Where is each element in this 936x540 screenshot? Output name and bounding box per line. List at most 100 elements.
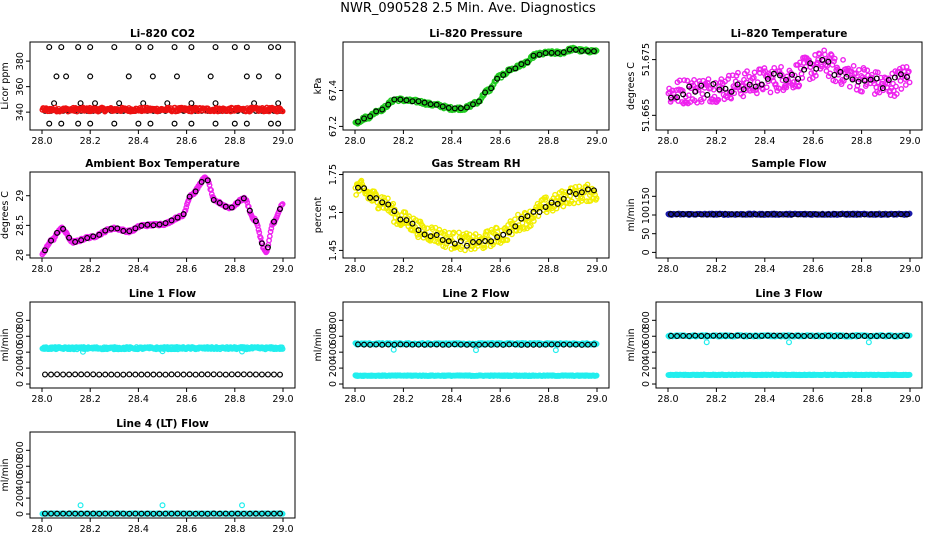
data-point [578,341,585,348]
data-point [861,66,868,73]
data-point [530,208,537,215]
chart-title: Ambient Box Temperature [85,158,240,170]
data-point [813,333,820,340]
data-point [782,211,789,218]
x-tick-label: 28.0 [344,264,365,275]
data-point [710,86,717,93]
data-point [60,225,67,232]
data-point [855,211,862,218]
x-tick-label: 29.0 [586,394,607,405]
plot-area [665,47,913,107]
data-point [391,341,398,348]
outlier-point [212,44,219,51]
chart-pressure: Li–820 Pressure kPa 28.0 28.2 28.4 28.6 28.8 29… [313,28,610,147]
data-point [783,84,790,91]
x-tick-label: 28.0 [657,136,678,147]
data-point [715,96,722,103]
data-point [536,208,543,215]
data-point [234,371,241,378]
x-tick-label: 28.8 [224,264,245,275]
plot-area [352,44,600,127]
outlier-point [75,44,82,51]
data-point [279,108,286,115]
data-point [451,341,458,348]
data-point [874,69,881,76]
x-tick-label: 29.0 [272,136,293,147]
data-point [361,341,368,348]
data-point [897,211,904,218]
data-point [126,371,133,378]
data-point [228,371,235,378]
data-point [373,195,380,202]
data-point [42,247,49,254]
data-point [543,209,550,216]
data-point [397,341,404,348]
data-point [867,211,874,218]
plot-frame [29,171,296,259]
chart-temp: Li–820 Temperature degrees C 28.0 28.2 28.4 2… [626,28,923,147]
x-tick-label: 28.2 [706,136,727,147]
data-point [795,75,802,82]
y-tick-label: 200 [641,359,652,377]
data-point [183,204,190,211]
data-point [367,341,374,348]
data-point [150,371,157,378]
data-point [806,57,812,64]
data-point [905,68,912,75]
data-point [692,332,699,339]
data-point [222,371,229,378]
outlier-point [75,120,82,127]
data-point [542,341,549,348]
data-point [168,217,175,224]
chart-title: Li–820 CO2 [130,28,195,40]
data-point [102,227,109,234]
plot-frame [342,171,610,259]
chart-line2: Line 2 Flow ml/min 28.0 28.2 28.4 28.6 28.8 29.… [313,288,610,405]
data-point [266,233,273,240]
data-point [752,332,759,339]
outlier-point [243,120,250,127]
data-point [367,194,374,201]
x-tick-label: 28.0 [31,264,52,275]
data-point [433,101,440,108]
chart-title: Line 3 Flow [755,288,822,300]
data-point [132,225,139,232]
plot-area [39,502,286,517]
data-point [397,96,404,103]
data-point [705,76,712,83]
plot-area [665,210,913,218]
y-tick-label: 200 [328,359,339,377]
data-point [391,96,398,103]
data-point [42,371,49,378]
data-point [445,104,452,111]
data-point [451,240,458,247]
data-point [801,333,808,340]
x-tick-label: 28.6 [490,264,511,275]
y-tick-label: 800 [328,311,339,329]
data-point [276,371,283,378]
data-point [246,371,253,378]
data-point [421,99,428,106]
plot-frame [29,41,296,131]
data-point [228,510,235,517]
y-axis-label: percent [313,197,324,234]
plot-frame [655,41,923,131]
outlier-point [212,100,219,107]
data-point [126,510,133,517]
data-point [222,203,229,210]
data-point [355,118,362,125]
plot-frame [29,301,296,389]
data-point [156,221,163,228]
data-point [192,188,199,195]
data-point [906,79,913,86]
data-point [102,510,109,517]
data-point [415,341,422,348]
data-point [753,90,760,97]
data-point [716,332,723,339]
data-point [593,47,600,54]
data-point [747,87,753,94]
data-point [527,222,534,229]
outlier-point [239,502,246,509]
data-point [668,94,675,101]
x-tick-label: 28.6 [176,136,197,147]
